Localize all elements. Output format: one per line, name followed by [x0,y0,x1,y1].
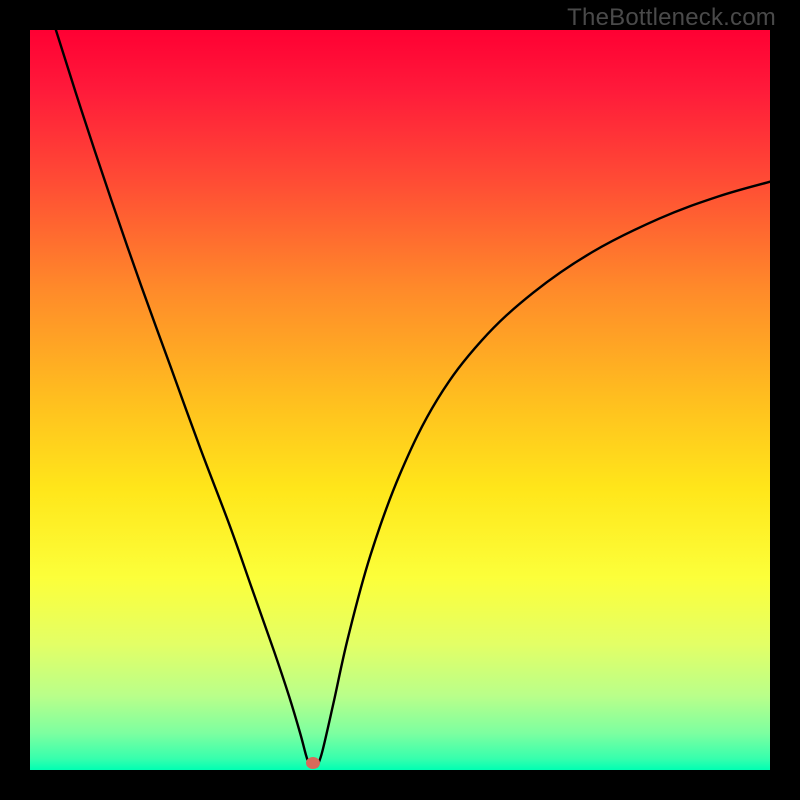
curve-right-branch [317,182,770,767]
minimum-marker [306,757,320,769]
outer-frame: TheBottleneck.com [0,0,800,800]
plot-area [30,30,770,770]
bottleneck-curve [30,30,770,770]
watermark-text: TheBottleneck.com [567,4,776,32]
curve-left-branch [56,30,310,766]
